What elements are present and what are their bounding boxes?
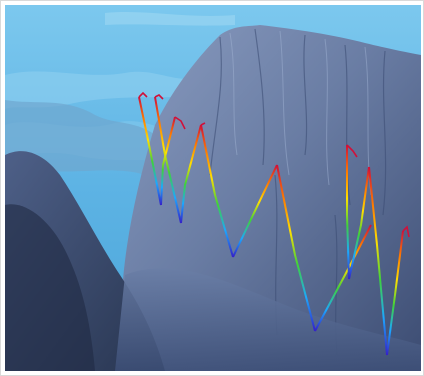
trajectory-tracks bbox=[138, 96, 404, 356]
track-8 bbox=[314, 224, 372, 332]
track-9 bbox=[346, 145, 350, 280]
track-3 bbox=[160, 116, 176, 206]
ridge-gullies bbox=[209, 28, 387, 356]
track-6 bbox=[232, 164, 278, 258]
track-7 bbox=[276, 164, 316, 332]
terrain-render bbox=[5, 5, 421, 371]
terrain-view bbox=[5, 5, 421, 371]
left-shadow bbox=[5, 204, 95, 371]
track-10 bbox=[348, 166, 370, 280]
track-1 bbox=[138, 96, 162, 206]
track-11 bbox=[368, 166, 388, 356]
front-slope bbox=[115, 268, 421, 371]
far-slope bbox=[5, 100, 155, 175]
track-5 bbox=[200, 124, 234, 258]
track-endpoints bbox=[138, 91, 410, 238]
track-4 bbox=[180, 124, 202, 224]
track-12 bbox=[386, 230, 404, 356]
